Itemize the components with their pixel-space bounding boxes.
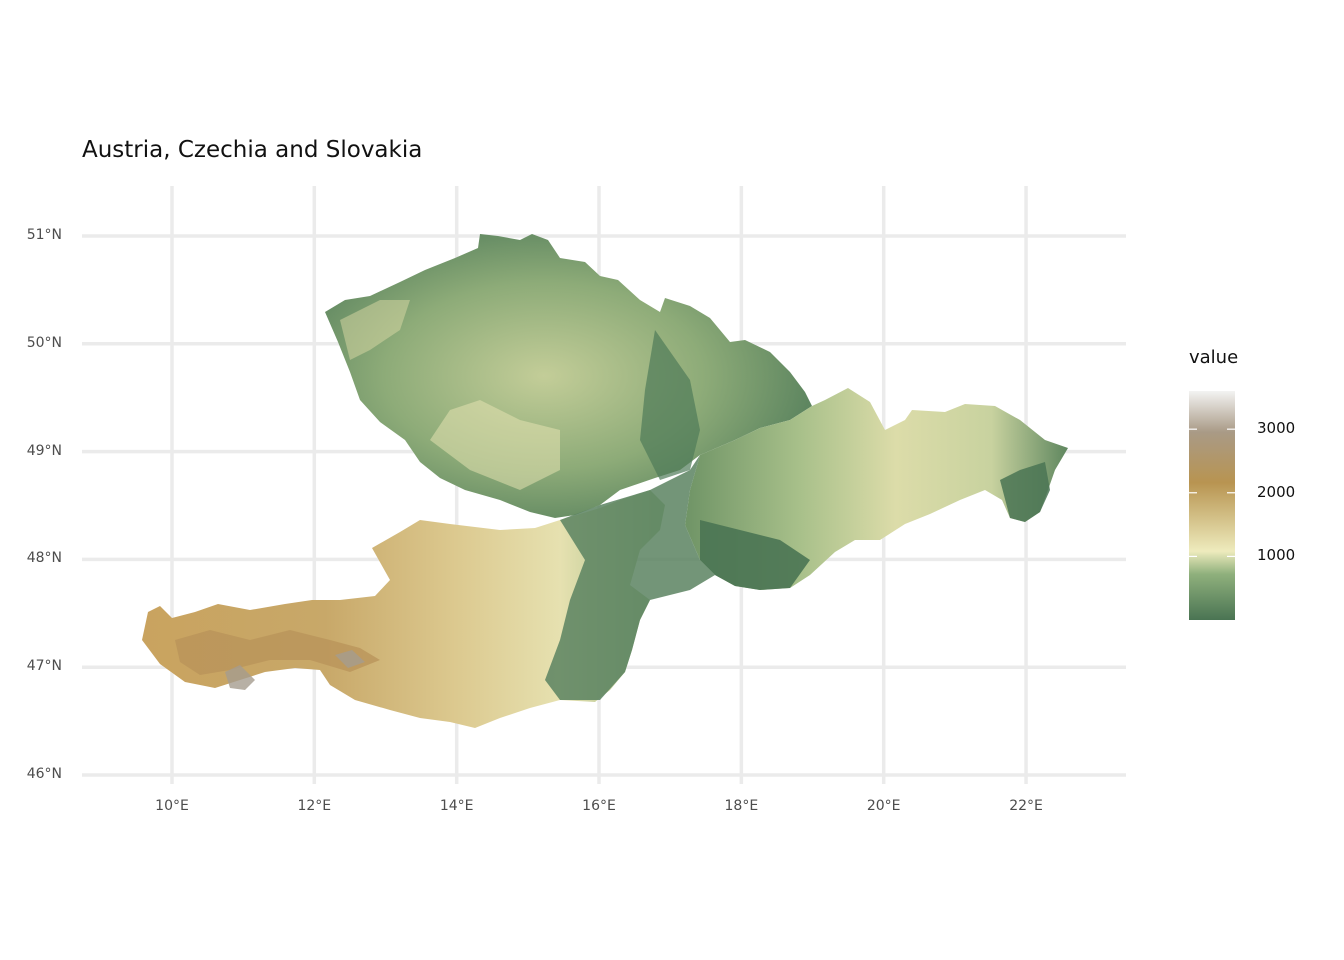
y-tick-label: 48°N xyxy=(26,550,62,567)
upland-bohemia xyxy=(430,400,560,490)
x-tick-label: 22°E xyxy=(1009,798,1043,814)
region-slovakia xyxy=(685,388,1068,590)
y-tick-label: 47°N xyxy=(26,658,62,675)
region-austria xyxy=(142,490,665,728)
y-tick-label: 49°N xyxy=(26,442,62,459)
x-tick-label: 10°E xyxy=(155,798,189,814)
legend-colorbar xyxy=(1189,391,1235,620)
legend-tick-label: 1000 xyxy=(1257,546,1296,565)
y-tick-label: 51°N xyxy=(26,227,62,243)
x-tick-label: 20°E xyxy=(866,798,901,814)
lowland-east-slovakia xyxy=(1000,462,1050,522)
legend-tick-label: 3000 xyxy=(1257,419,1296,438)
high-peaks xyxy=(225,650,365,690)
alpine-peaks xyxy=(175,630,380,675)
y-tick-label: 50°N xyxy=(26,334,62,351)
legend-tick-label: 2000 xyxy=(1257,482,1296,501)
upland-ore xyxy=(340,300,410,360)
legend-title: value xyxy=(1189,347,1239,368)
x-tick-label: 12°E xyxy=(297,798,332,814)
elevation-raster xyxy=(142,234,1068,728)
map-title: Austria, Czechia and Slovakia xyxy=(82,137,423,163)
lowland-moravia xyxy=(640,330,700,480)
x-tick-label: 14°E xyxy=(439,798,474,814)
lowland-danube xyxy=(545,455,715,700)
lowland-southwest-slovakia xyxy=(700,520,810,590)
x-tick-label: 16°E xyxy=(582,798,616,814)
y-tick-label: 46°N xyxy=(26,766,62,782)
x-tick-label: 18°E xyxy=(724,798,759,814)
